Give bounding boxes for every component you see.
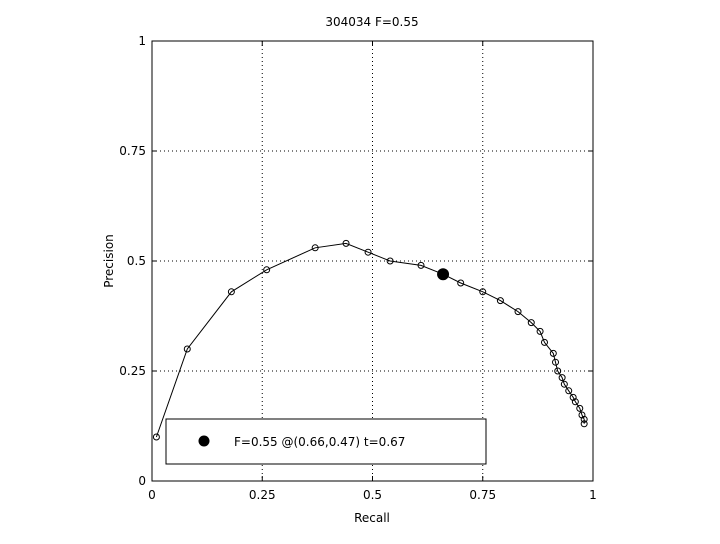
data-point: [417, 261, 425, 269]
data-point: [263, 266, 271, 274]
y-tick-label: 0.25: [119, 364, 146, 378]
series-line: [155, 242, 585, 438]
data-point: [227, 288, 235, 296]
legend-box: [165, 418, 487, 465]
data-point: [527, 319, 535, 327]
grid: [152, 41, 593, 481]
x-tick-label: 0.75: [469, 488, 496, 502]
x-tick-label: 1: [589, 488, 597, 502]
data-point: [479, 288, 487, 296]
data-point: [580, 415, 588, 423]
data-point: [554, 367, 562, 375]
y-tick-label: 0.75: [119, 144, 146, 158]
data-point: [580, 420, 588, 428]
series: [152, 239, 588, 441]
data-point: [457, 279, 465, 287]
data-point: [183, 345, 191, 353]
data-point: [311, 244, 319, 252]
data-point: [549, 349, 557, 357]
legend-marker: [198, 435, 210, 447]
y-tick-label: 0: [138, 474, 146, 488]
data-point: [152, 433, 160, 441]
y-tick-label: 1: [138, 34, 146, 48]
chart-title: 304034 F=0.55: [325, 15, 418, 29]
y-tick-label: 0.5: [127, 254, 146, 268]
data-point: [496, 297, 504, 305]
data-point: [571, 398, 579, 406]
data-point: [560, 380, 568, 388]
data-point: [342, 239, 350, 247]
x-tick-label: 0.25: [249, 488, 276, 502]
axis-ticks: 0 0.25 0.5 0.75 1 0 0.25 0.5 0.75 1: [119, 34, 597, 502]
data-point: [386, 257, 394, 265]
data-point: [558, 374, 566, 382]
legend: F=0.55 @(0.66,0.47) t=0.67: [165, 418, 487, 465]
best-f-point: [437, 268, 450, 281]
data-point: [552, 358, 560, 366]
x-tick-label: 0.5: [363, 488, 382, 502]
x-axis-label: Recall: [354, 511, 390, 525]
data-point: [565, 387, 573, 395]
data-point: [364, 248, 372, 256]
data-point: [569, 393, 577, 401]
data-point: [514, 308, 522, 316]
y-axis-label: Precision: [102, 234, 116, 288]
data-point: [578, 411, 586, 419]
x-tick-label: 0: [148, 488, 156, 502]
data-point: [576, 404, 584, 412]
data-point: [536, 327, 544, 335]
legend-label: F=0.55 @(0.66,0.47) t=0.67: [234, 435, 405, 449]
data-point: [540, 338, 548, 346]
